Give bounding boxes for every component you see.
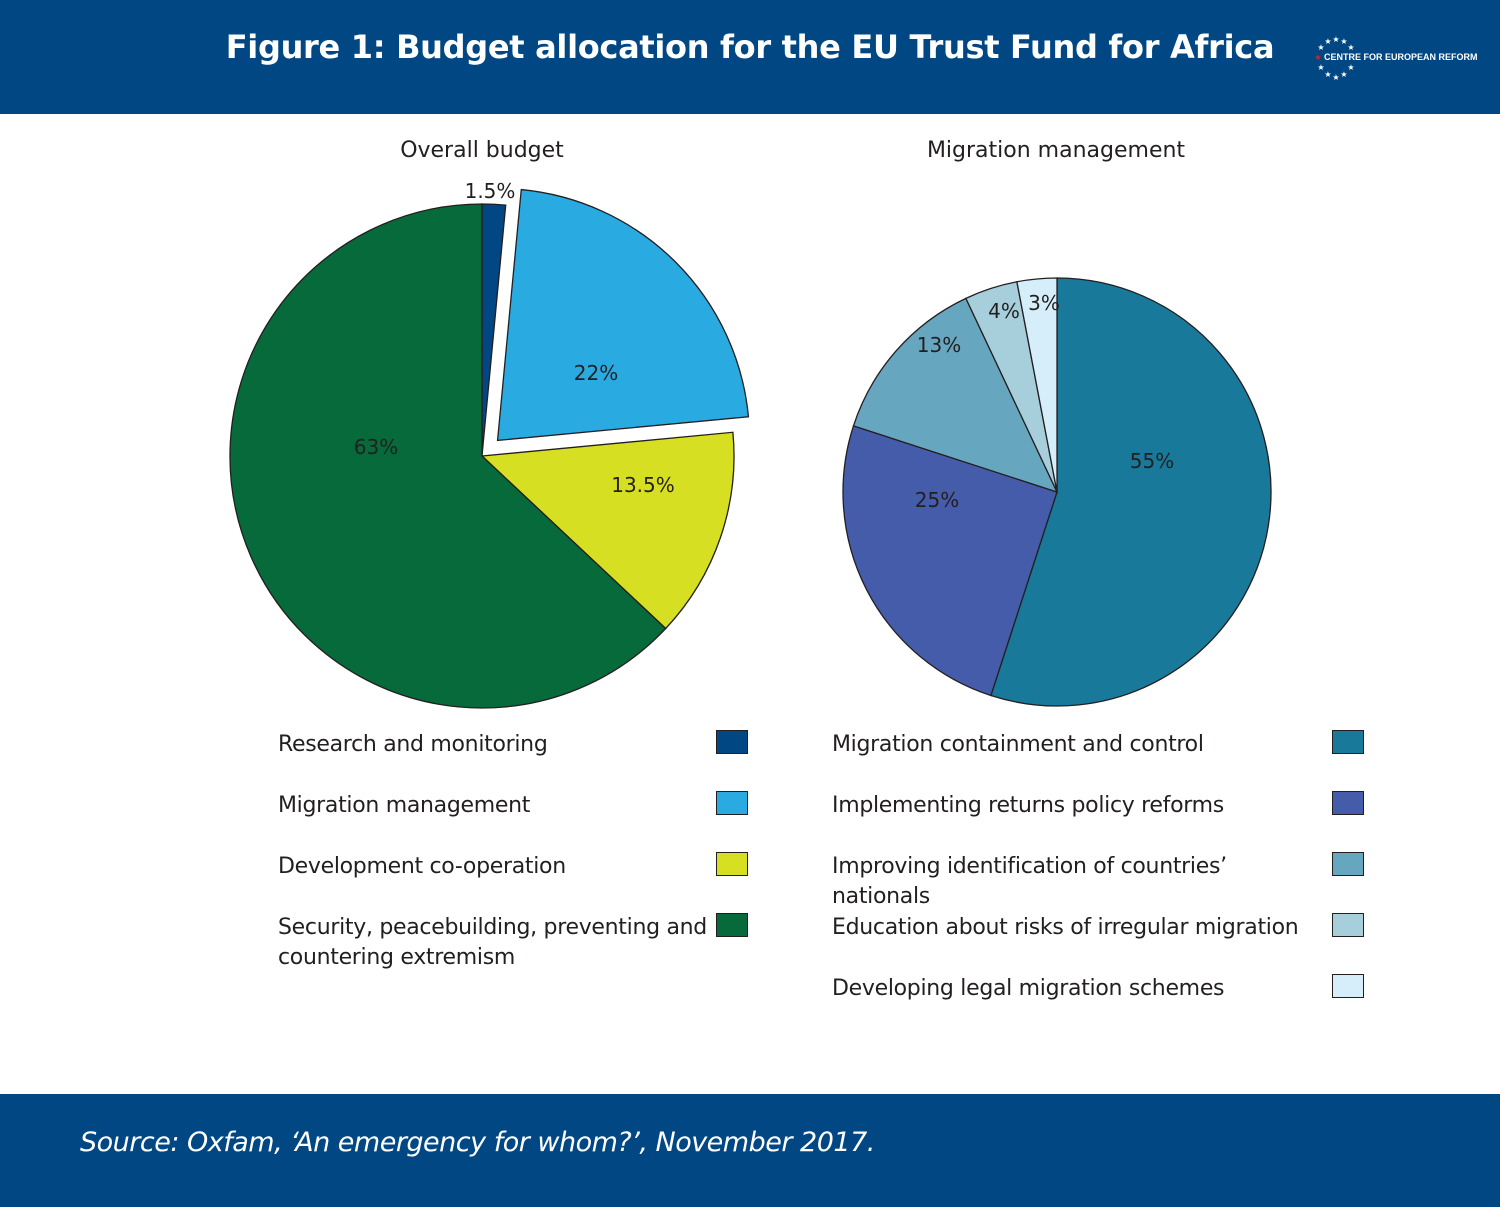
slice-label-development-co-operation: 13.5% xyxy=(611,473,675,497)
footer-bar: Source: Oxfam, ‘An emergency for whom?’,… xyxy=(0,1094,1500,1207)
legend-swatch xyxy=(1332,913,1364,937)
svg-text:★: ★ xyxy=(1347,63,1354,72)
legend-label: Implementing returns policy reforms xyxy=(832,793,1224,818)
svg-text:★: ★ xyxy=(1340,70,1347,79)
legend-label: Migration containment and control xyxy=(832,732,1204,757)
svg-text:★: ★ xyxy=(1347,43,1354,52)
svg-text:★: ★ xyxy=(1324,70,1331,79)
legend-label: Security, peacebuilding, preventing and … xyxy=(278,915,707,970)
slice-label-implementing-returns-policy-reforms: 25% xyxy=(915,488,959,512)
legend-swatch xyxy=(716,730,748,754)
legend-swatch xyxy=(716,791,748,815)
legend-label: Research and monitoring xyxy=(278,732,548,757)
legend-label: Developing legal migration schemes xyxy=(832,976,1225,1001)
slice-label-research-and-monitoring: 1.5% xyxy=(465,179,516,203)
header-bar: Figure 1: Budget allocation for the EU T… xyxy=(0,0,1500,114)
right-chart-title: Migration management xyxy=(926,138,1186,163)
svg-text:★: ★ xyxy=(1314,53,1321,62)
svg-text:★: ★ xyxy=(1332,35,1339,44)
pie-slice-security-peacebuilding-preventing-and-countering-extremism xyxy=(229,203,667,709)
legend-swatch xyxy=(1332,974,1364,998)
svg-text:★: ★ xyxy=(1340,37,1347,46)
legend-label: Education about risks of irregular migra… xyxy=(832,915,1299,940)
left-chart-title: Overall budget xyxy=(400,138,564,163)
pie-slice-improving-identification-of-countries-nationals xyxy=(852,297,1059,494)
legend-swatch xyxy=(1332,852,1364,876)
slice-label-migration-management: 22% xyxy=(574,361,618,385)
slice-label-developing-legal-migration-schemes: 3% xyxy=(1028,291,1060,315)
svg-text:★: ★ xyxy=(1317,43,1324,52)
legend-label: Improving identification of countries’ n… xyxy=(832,854,1227,909)
legend-swatch xyxy=(716,913,748,937)
pie-slice-developing-legal-migration-schemes xyxy=(1016,277,1058,493)
cer-logo-icon: ★★ ★ ★ ★ ★ ★ ★ ★★ ★ xyxy=(1314,35,1354,82)
svg-text:★: ★ xyxy=(1332,73,1339,82)
svg-text:★: ★ xyxy=(1317,63,1324,72)
legend-swatch xyxy=(1332,730,1364,754)
slice-label-security-peacebuilding-preventing-and-countering-extremism: 63% xyxy=(354,435,398,459)
svg-text:★: ★ xyxy=(1324,37,1331,46)
slice-label-improving-identification-of-countries-nationals: 13% xyxy=(917,333,961,357)
legend-swatch xyxy=(1332,791,1364,815)
slice-label-education-about-risks-of-irregular-migration: 4% xyxy=(988,299,1020,323)
pie-slice-implementing-returns-policy-reforms xyxy=(842,425,1058,697)
legend-label: Development co-operation xyxy=(278,854,566,879)
legend-swatch xyxy=(716,852,748,876)
legend-label: Migration management xyxy=(278,793,531,818)
logo-text: CENTRE FOR EUROPEAN REFORM xyxy=(1324,52,1478,62)
pie-slice-development-co-operation xyxy=(480,431,735,630)
pie-slice-migration-management xyxy=(496,188,750,442)
pie-slice-migration-containment-and-control xyxy=(990,277,1272,707)
slice-label-migration-containment-and-control: 55% xyxy=(1130,449,1174,473)
source-note: Source: Oxfam, ‘An emergency for whom?’,… xyxy=(80,1127,875,1158)
figure-title: Figure 1: Budget allocation for the EU T… xyxy=(225,28,1275,66)
